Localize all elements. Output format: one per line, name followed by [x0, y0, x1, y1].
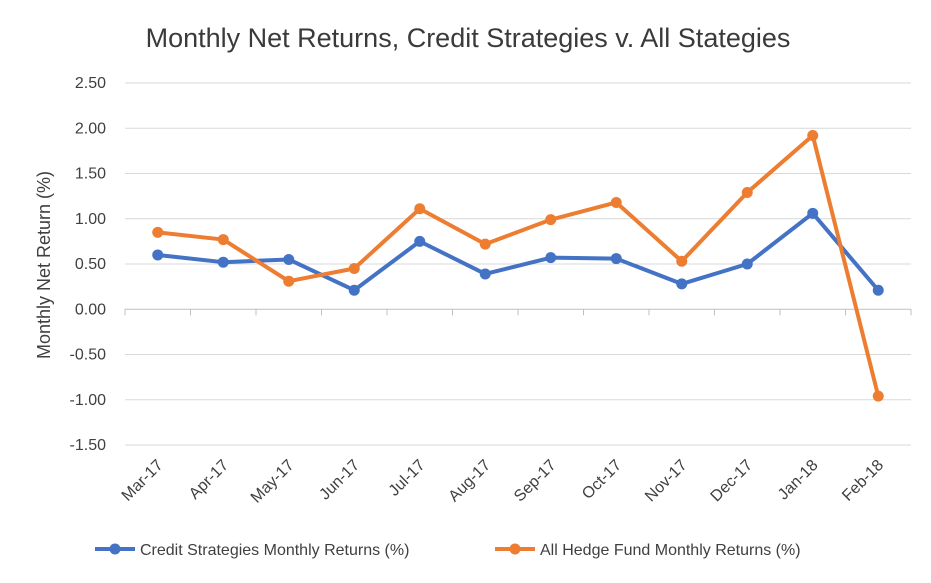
y-tick-label: -1.00 [70, 392, 107, 409]
x-tick-label: Oct-17 [579, 457, 625, 503]
series-1-point [610, 253, 622, 265]
y-tick-label: -1.50 [70, 437, 107, 454]
series-1-point [545, 252, 557, 264]
legend-marker-1 [109, 543, 121, 555]
x-tick-label: Apr-17 [186, 457, 232, 503]
series-1-point [676, 278, 688, 290]
x-tick-label: Jun-17 [316, 457, 363, 504]
y-axis-label: Monthly Net Return (%) [34, 171, 54, 359]
series-2-point [545, 214, 557, 226]
series-1-point [414, 235, 426, 247]
x-tick-label: Sep-17 [511, 457, 560, 506]
legend-marker-2 [509, 543, 521, 555]
series-1-point [152, 249, 164, 261]
y-tick-label: -0.50 [70, 347, 107, 364]
series-line-2 [155, 133, 881, 399]
y-tick-labels: 2.50 2.00 1.50 1.00 0.50 0.00 -0.50 -1.00 -1.50 [70, 75, 107, 454]
series-2-point [348, 263, 360, 275]
y-tick-label: 0.50 [75, 256, 106, 273]
y-tick-label: 2.50 [75, 75, 106, 92]
series-line-1 [155, 211, 881, 293]
series-1-point [348, 284, 360, 296]
series-1-point [807, 207, 819, 219]
y-tick-label: 2.00 [75, 120, 106, 137]
x-tick-label: May-17 [248, 457, 298, 507]
series-2-point [414, 203, 426, 215]
x-tick-label: Jan-18 [775, 457, 822, 504]
series-2-point [479, 238, 491, 250]
x-tick-label: Nov-17 [642, 457, 691, 506]
series-1-point [872, 284, 884, 296]
series-1-point [479, 268, 491, 280]
series-1-point [217, 256, 229, 268]
legend: Credit Strategies Monthly Returns (%) All… [95, 542, 801, 559]
series-2-point [152, 226, 164, 238]
x-tick-label: Dec-17 [708, 457, 757, 506]
legend-label-1: Credit Strategies Monthly Returns (%) [140, 542, 409, 559]
series-2-point [872, 390, 884, 402]
axes [124, 308, 912, 316]
series [152, 129, 884, 402]
legend-label-2: All Hedge Fund Monthly Returns (%) [540, 542, 801, 559]
series-2-point [283, 275, 295, 287]
x-tick-label: Mar-17 [119, 457, 167, 505]
y-tick-label: 1.00 [75, 211, 106, 228]
y-tick-label: 0.00 [75, 301, 106, 318]
x-tick-label: Jul-17 [386, 457, 429, 500]
series-1-point [741, 258, 753, 270]
series-2-point [741, 187, 753, 199]
x-tick-labels: Mar-17 Apr-17 May-17 Jun-17 Jul-17 Aug-17 Sep-… [119, 457, 887, 507]
chart-title: Monthly Net Returns, Credit Strategies v… [146, 23, 791, 53]
series-1-point [283, 253, 295, 265]
series-2-point [676, 255, 688, 267]
series-2-point [610, 196, 622, 208]
series-2-point [217, 234, 229, 246]
x-tick-label: Aug-17 [446, 457, 495, 506]
x-tick-label: Feb-18 [839, 457, 887, 505]
series-2-point [807, 129, 819, 141]
y-tick-label: 1.50 [75, 166, 106, 183]
